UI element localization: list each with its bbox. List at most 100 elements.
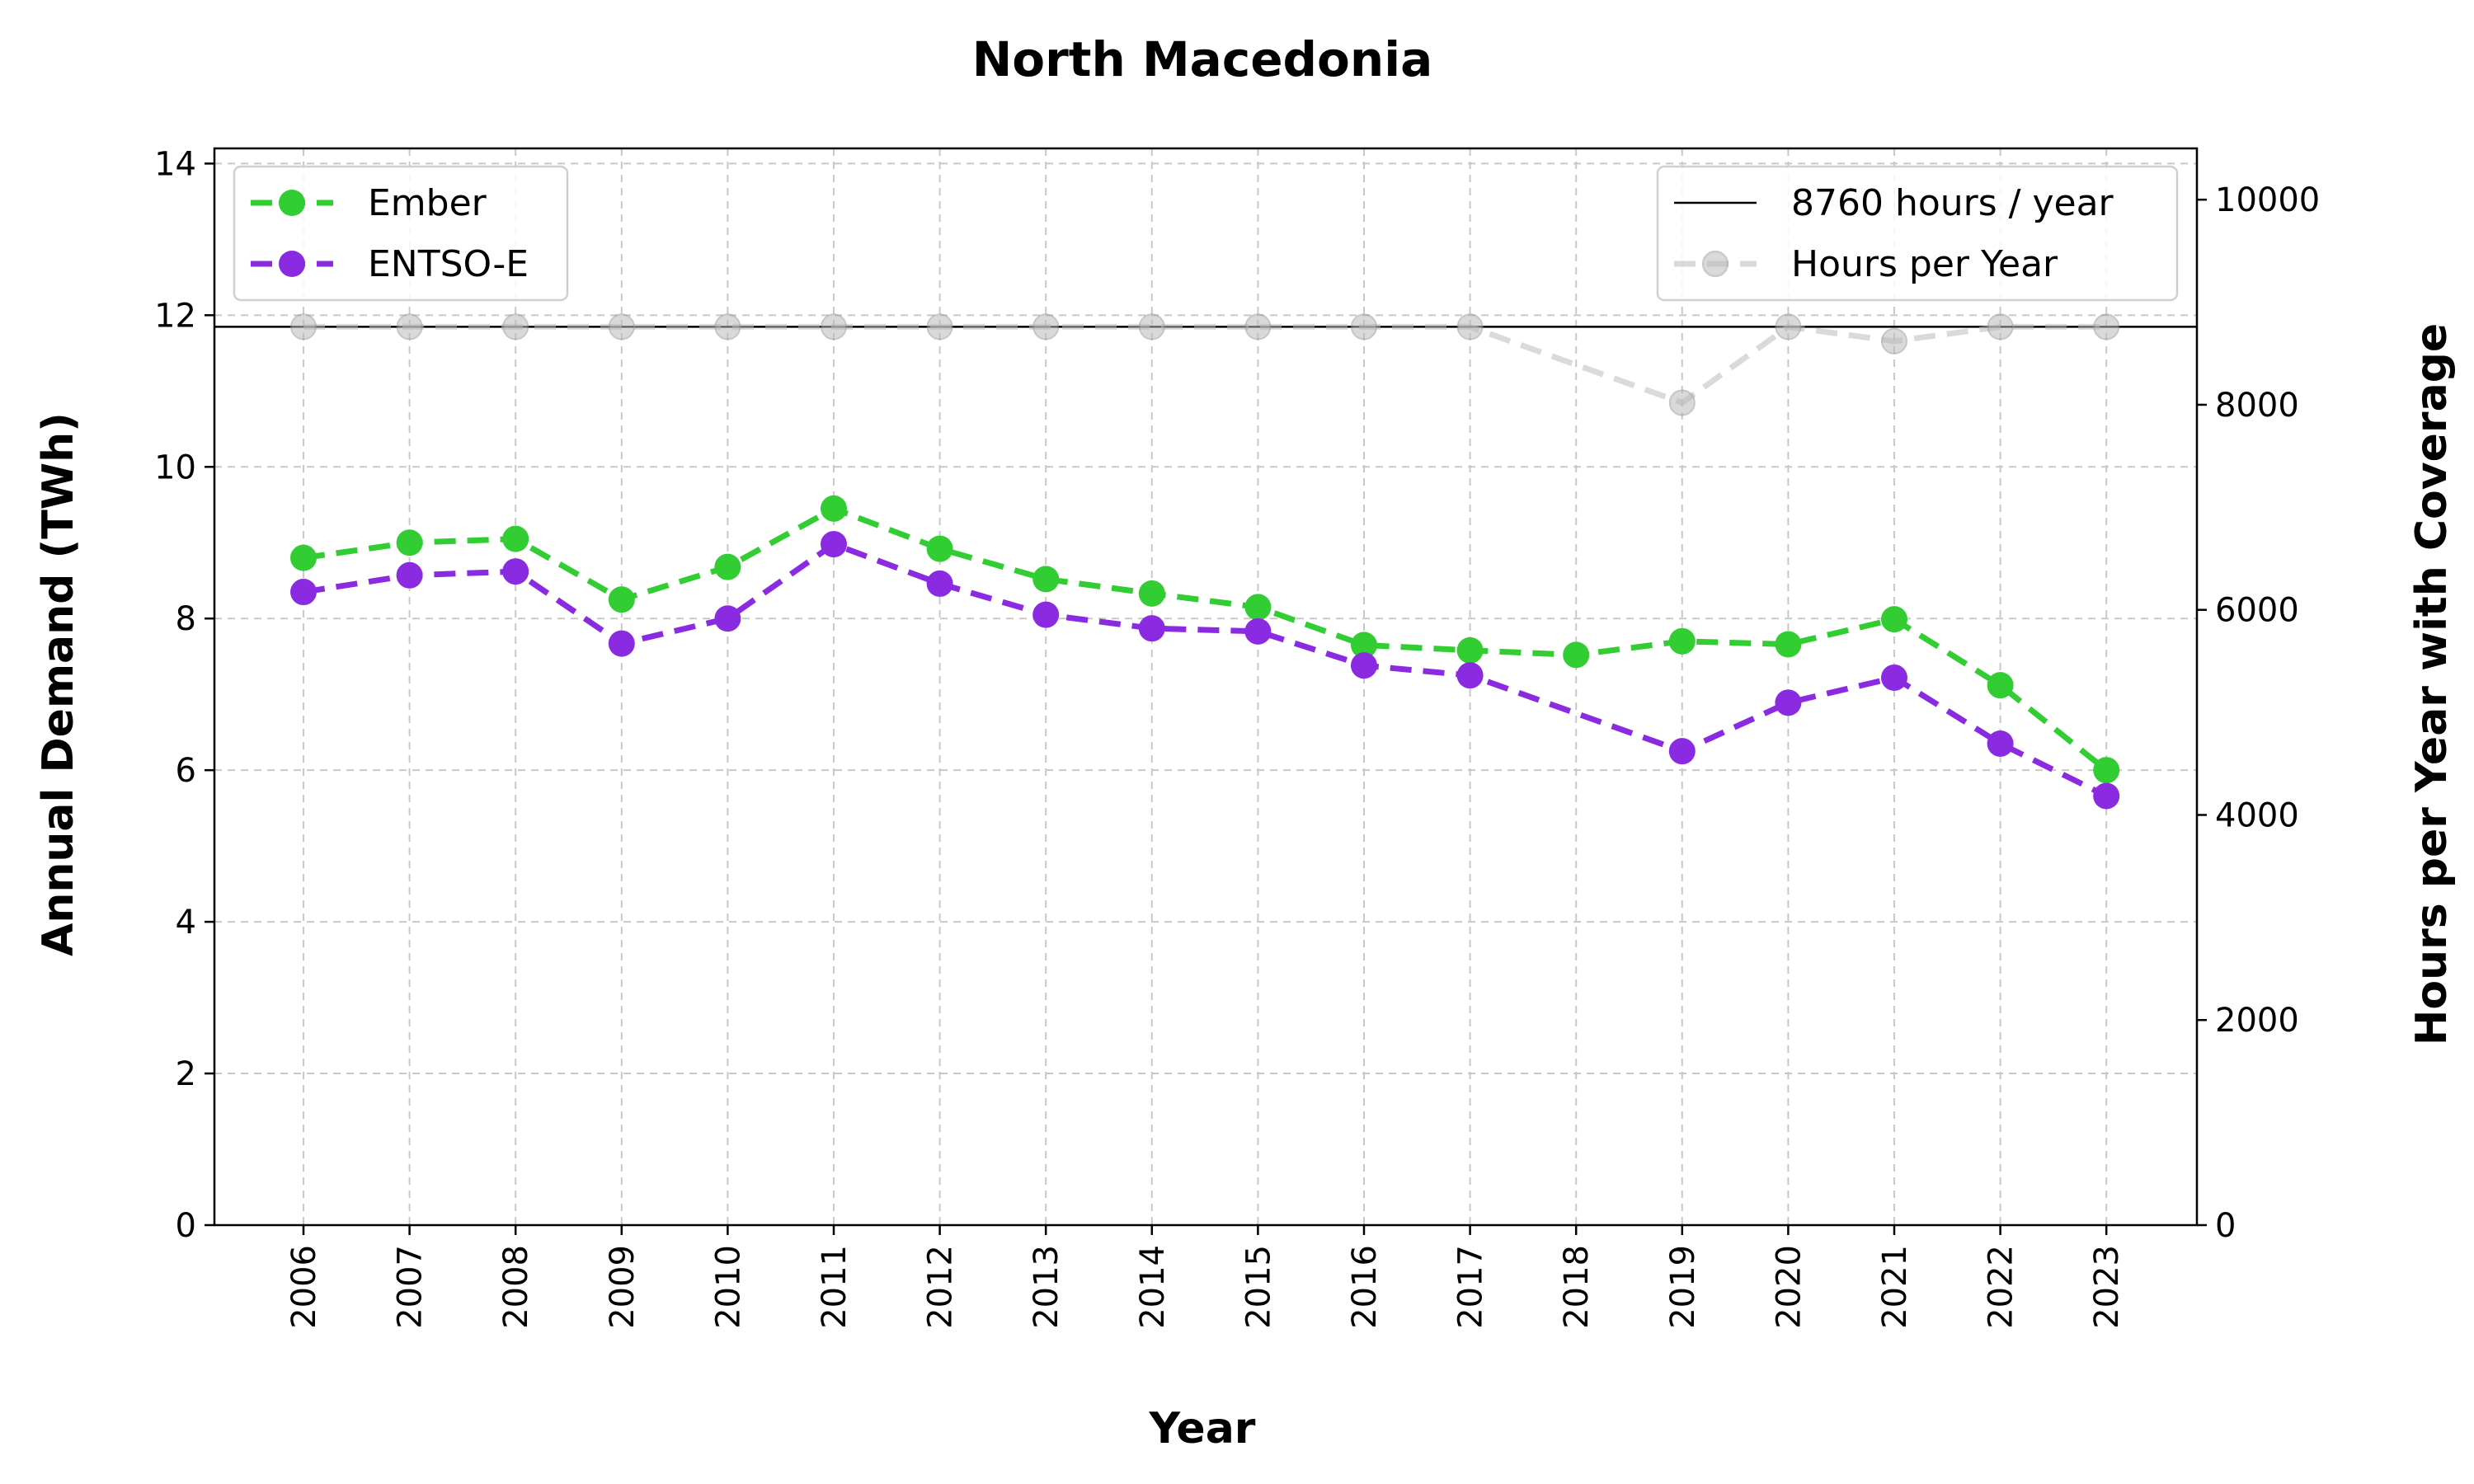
y2-tick-label: 6000 (2215, 592, 2299, 630)
x-tick-label: 2013 (1028, 1245, 1065, 1329)
data-point-entso-e (1456, 662, 1484, 689)
y2-tick-label: 0 (2215, 1207, 2236, 1245)
data-point-entso-e (1138, 615, 1165, 642)
data-point-ember (1138, 580, 1165, 607)
data-point-hours-per-year (1456, 313, 1484, 340)
data-point-entso-e (1032, 601, 1060, 628)
x-axis-title: Year (1149, 1404, 1256, 1453)
x-tick-label: 2011 (816, 1245, 854, 1329)
data-point-ember (1244, 594, 1272, 621)
legend-left: Ember ENTSO-E (233, 165, 569, 302)
data-point-ember (1456, 636, 1484, 664)
legend-right: 8760 hours / year Hours per Year (1656, 165, 2179, 302)
series-line-ember (303, 505, 2109, 773)
plot-frame (213, 147, 2199, 1227)
data-point-ember (714, 553, 741, 580)
data-point-ember (608, 586, 635, 613)
data-point-entso-e (926, 570, 953, 597)
x-tick-label: 2016 (1346, 1245, 1384, 1329)
data-point-ember (821, 495, 847, 522)
x-tick-label: 2012 (922, 1245, 960, 1329)
x-tick-label: 2015 (1239, 1245, 1277, 1329)
x-tick-label: 2006 (285, 1245, 323, 1329)
data-point-hours-per-year (396, 313, 423, 340)
data-point-entso-e (821, 531, 847, 558)
y-axis-title: Annual Demand (TWh) (34, 412, 83, 956)
x-tick-label: 2021 (1876, 1245, 1914, 1329)
y-tick-label: 14 (154, 145, 196, 183)
x-tick-label: 2017 (1452, 1245, 1490, 1329)
legend-label: ENTSO-E (368, 243, 529, 285)
data-point-hours-per-year (1351, 313, 1377, 340)
legend-label: 8760 hours / year (1791, 182, 2114, 224)
data-point-ember (1563, 641, 1590, 669)
data-point-hours-per-year (926, 313, 953, 340)
y2-tick-label: 2000 (2215, 1002, 2299, 1040)
data-point-hours-per-year (1032, 313, 1060, 340)
data-point-entso-e (608, 630, 635, 657)
y-tick-label: 8 (176, 600, 196, 638)
legend-label: Ember (368, 182, 487, 224)
x-tick-label: 2014 (1134, 1245, 1172, 1329)
y-tick-label: 0 (176, 1207, 196, 1245)
x-tick-label: 2020 (1770, 1245, 1808, 1329)
series-hours-per-year (290, 313, 2120, 416)
data-point-ember (926, 535, 953, 562)
series-ember (290, 495, 2120, 784)
data-point-hours-per-year (1668, 389, 1696, 416)
data-point-ember (502, 525, 529, 552)
data-point-entso-e (1351, 652, 1377, 679)
data-point-ember (1881, 606, 1907, 633)
legend-swatch-marker (279, 251, 305, 277)
chart-title: North Macedonia (972, 31, 1432, 87)
data-point-hours-per-year (821, 313, 847, 340)
data-point-entso-e (714, 605, 741, 632)
grid-layer (214, 148, 2197, 1225)
data-point-entso-e (290, 579, 317, 606)
data-point-entso-e (1987, 730, 2014, 757)
y-tick-label: 4 (176, 904, 196, 942)
data-point-entso-e (2093, 782, 2120, 810)
legend-label: Hours per Year (1791, 243, 2058, 285)
data-point-ember (290, 544, 317, 571)
x-tick-label: 2009 (604, 1245, 642, 1329)
data-point-hours-per-year (1881, 327, 1907, 355)
x-tick-label: 2010 (709, 1245, 747, 1329)
data-point-ember (1032, 566, 1060, 593)
data-point-ember (1987, 672, 2014, 699)
series-entso-e (290, 531, 2120, 810)
y-tick-label: 2 (176, 1055, 196, 1093)
x-tick-label: 2007 (392, 1245, 430, 1329)
data-point-entso-e (1881, 664, 1907, 691)
data-point-entso-e (1668, 738, 1696, 765)
y-tick-label: 10 (154, 448, 196, 486)
legend-box (1656, 165, 2179, 302)
x-tick-label: 2019 (1664, 1245, 1702, 1329)
x-tick-label: 2022 (1982, 1245, 2020, 1329)
data-point-hours-per-year (1138, 313, 1165, 340)
legend-swatch-marker (1702, 251, 1729, 277)
data-point-hours-per-year (1987, 313, 2014, 340)
data-point-ember (1351, 632, 1377, 659)
data-point-hours-per-year (502, 313, 529, 340)
data-point-ember (1668, 627, 1696, 655)
data-point-hours-per-year (290, 313, 317, 340)
series-line-hours-per-year (303, 323, 2107, 406)
data-point-entso-e (1244, 618, 1272, 645)
y-tick-label: 12 (154, 297, 196, 335)
y2-axis-title: Hours per Year with Coverage (2407, 323, 2457, 1045)
x-tick-label: 2018 (1558, 1245, 1596, 1329)
data-point-hours-per-year (2093, 313, 2120, 340)
y2-tick-label: 10000 (2215, 181, 2320, 219)
data-point-hours-per-year (714, 313, 741, 340)
y2-tick-label: 8000 (2215, 387, 2299, 425)
data-point-ember (1775, 631, 1802, 658)
data-point-ember (396, 529, 423, 556)
x-tick-label: 2023 (2088, 1245, 2126, 1329)
y-tick-label: 6 (176, 752, 196, 790)
data-point-hours-per-year (608, 313, 635, 340)
data-point-entso-e (502, 558, 529, 585)
data-point-ember (2093, 757, 2120, 784)
series-layer (214, 313, 2197, 810)
